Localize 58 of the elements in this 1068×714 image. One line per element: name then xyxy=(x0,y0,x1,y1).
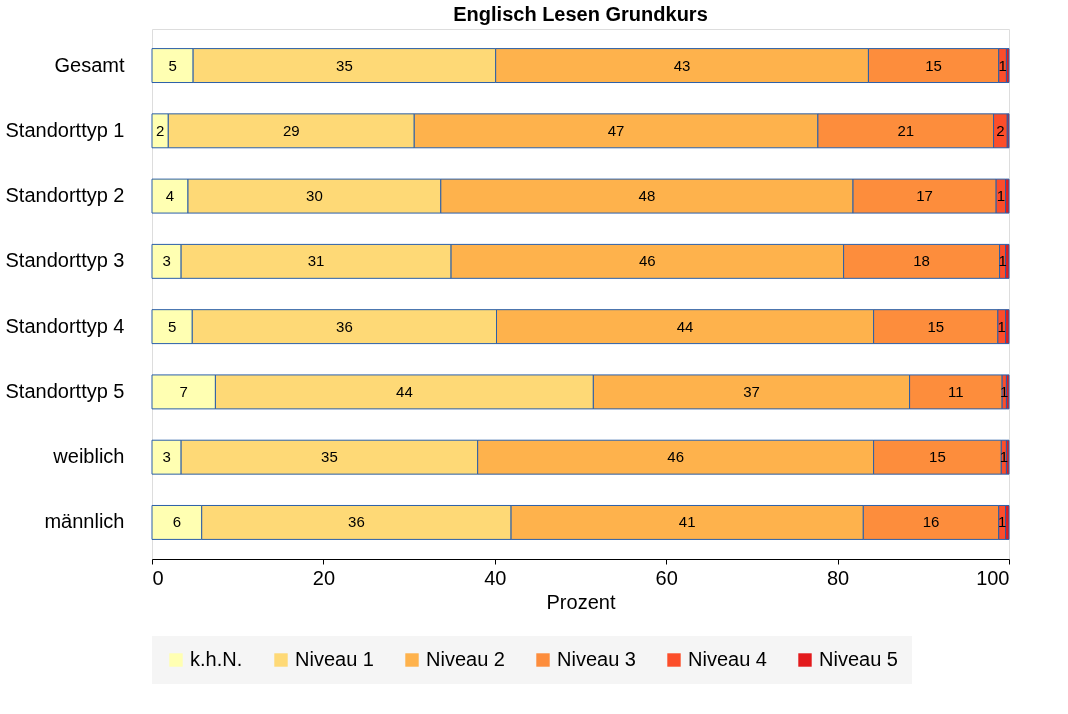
data-label: 36 xyxy=(348,513,365,531)
x-tick-label: 0 xyxy=(152,566,164,589)
x-axis-title: Prozent xyxy=(546,590,616,613)
y-tick-label: Standorttyp 5 xyxy=(5,379,125,402)
data-label: 1 xyxy=(998,56,1007,74)
data-label: 37 xyxy=(743,382,760,400)
legend-label: k.h.N. xyxy=(190,648,243,670)
legend-label: Niveau 1 xyxy=(295,648,374,670)
x-tick-label: 100 xyxy=(976,566,1010,589)
legend-label: Niveau 2 xyxy=(426,648,505,670)
y-tick-label: weiblich xyxy=(52,445,125,468)
data-label: 46 xyxy=(639,252,656,270)
data-label: 1 xyxy=(996,187,1006,205)
legend-label: Niveau 5 xyxy=(819,648,898,670)
data-label: 11 xyxy=(948,382,964,400)
x-tick-label: 80 xyxy=(826,566,850,589)
chart-title: Englisch Lesen Grundkurs xyxy=(453,3,708,25)
data-label: 35 xyxy=(336,56,353,74)
data-label: 5 xyxy=(167,317,177,335)
data-label: 31 xyxy=(307,252,325,270)
data-label: 18 xyxy=(913,252,930,270)
data-label: 3 xyxy=(162,252,171,270)
data-label: 5 xyxy=(168,56,177,74)
x-tick-label: 60 xyxy=(655,566,678,589)
x-tick-label: 20 xyxy=(312,566,336,589)
y-tick-label: Standorttyp 3 xyxy=(5,249,125,272)
data-label: 46 xyxy=(667,448,684,466)
y-tick-label: männlich xyxy=(44,510,125,533)
data-label: 4 xyxy=(165,187,175,205)
data-label: 21 xyxy=(897,121,915,139)
data-label: 41 xyxy=(678,513,696,531)
data-label: 6 xyxy=(172,513,182,531)
data-label: 3 xyxy=(162,448,171,466)
data-label: 17 xyxy=(916,187,933,205)
data-label: 1 xyxy=(997,317,1006,335)
data-label: 44 xyxy=(396,382,413,400)
data-label: 15 xyxy=(929,448,946,466)
data-label: 48 xyxy=(638,187,656,205)
y-tick-label: Standorttyp 1 xyxy=(5,118,125,141)
legend-label: Niveau 4 xyxy=(688,648,767,670)
data-label: 36 xyxy=(336,317,353,335)
data-label: 29 xyxy=(282,121,300,139)
data-label: 44 xyxy=(676,317,694,335)
y-tick-label: Gesamt xyxy=(54,53,125,76)
data-label: 2 xyxy=(996,121,1005,139)
data-label: 47 xyxy=(607,121,625,139)
data-label: 16 xyxy=(922,513,940,531)
data-label: 35 xyxy=(321,448,338,466)
data-label: 30 xyxy=(306,187,323,205)
y-tick-label: Standorttyp 2 xyxy=(5,184,125,207)
y-tick-label: Standorttyp 4 xyxy=(5,314,125,337)
data-label: 43 xyxy=(673,56,691,74)
data-label: 15 xyxy=(925,56,942,74)
x-tick-label: 40 xyxy=(484,566,507,589)
data-label: 2 xyxy=(155,121,165,139)
legend-label: Niveau 3 xyxy=(557,648,636,670)
data-label: 15 xyxy=(927,317,945,335)
data-label: 7 xyxy=(179,382,188,400)
